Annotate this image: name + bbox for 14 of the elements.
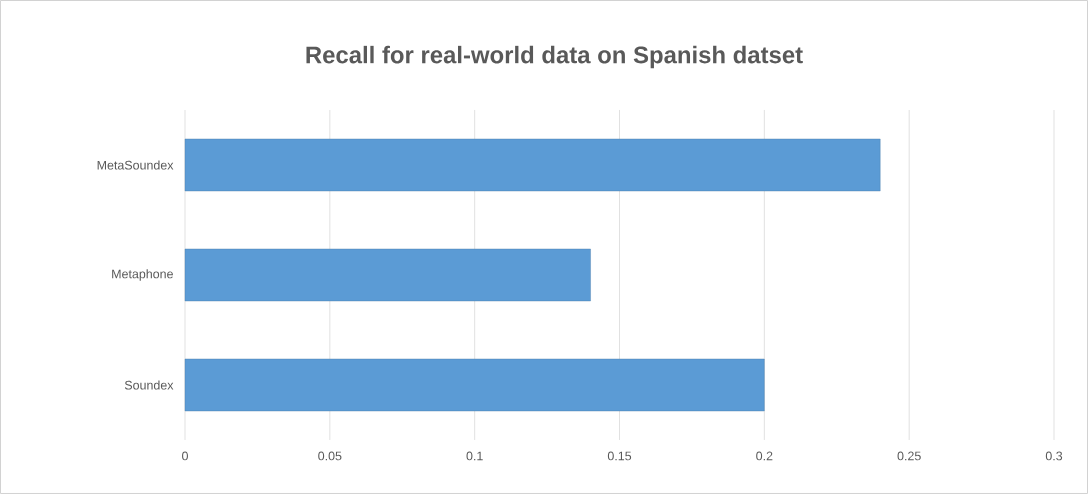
chart-title: Recall for real-world data on Spanish datset	[306, 45, 803, 69]
y-tick-label: MetaSoundex	[97, 160, 174, 170]
x-tick-label: 0.05	[318, 451, 342, 461]
x-tick-label: 0.2	[756, 451, 773, 461]
x-tick-label: 0	[182, 451, 188, 461]
bar	[184, 358, 765, 412]
x-tick-label: 0.15	[607, 451, 632, 461]
x-tick-label: 0.1	[466, 451, 483, 461]
x-tick-label: 0.25	[897, 451, 921, 461]
bar	[184, 138, 881, 192]
x-tick-label: 0.3	[1045, 451, 1063, 461]
y-tick-label: Soundex	[124, 380, 174, 390]
y-tick-label: Metaphone	[112, 269, 173, 281]
bar	[184, 248, 591, 302]
